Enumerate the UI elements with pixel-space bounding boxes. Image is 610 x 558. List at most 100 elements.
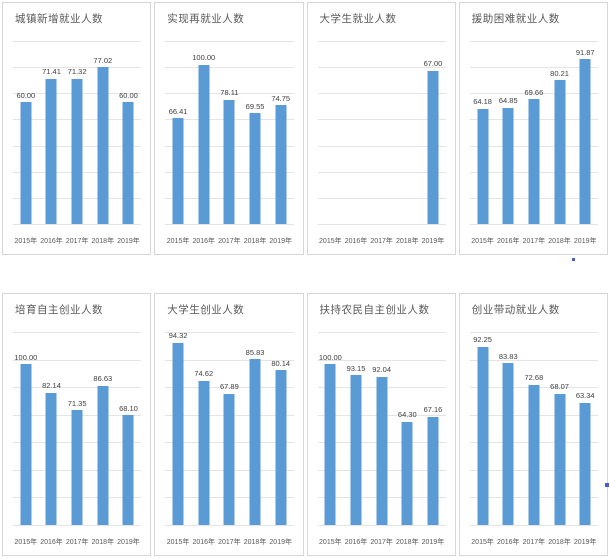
bar[interactable] (579, 59, 591, 224)
bar-chart-card[interactable]: 大学生就业人数 67.00 2015年 2016年 2017年 2018年 2019年 (306, 2, 456, 255)
bar[interactable] (528, 384, 540, 525)
bar-chart-card[interactable]: 实现再就业人数 66.41 100.00 78.11 69.55 74.75 2015年… (154, 2, 304, 255)
bar[interactable] (97, 67, 109, 224)
bar[interactable] (172, 118, 184, 224)
bar[interactable] (275, 105, 287, 224)
bar-data-label: 92.04 (372, 365, 392, 375)
stray-pixel-mark (572, 258, 575, 261)
x-axis-labels: 2015年 2016年 2017年 2018年 2019年 (13, 238, 141, 245)
gridline (165, 93, 294, 95)
bar-slot: 71.32 (64, 41, 90, 224)
bar-slot: 92.04 (369, 332, 395, 525)
x-axis-tick-label: 2018年 (243, 539, 267, 546)
bar-slot: 74.75 (268, 41, 294, 224)
bar-chart-card[interactable]: 创业带动就业人数 92.25 83.83 72.68 68.07 63.34 2015年… (458, 293, 608, 556)
x-axis-labels: 2015年 2016年 2017年 2018年 2019年 (318, 238, 446, 245)
bar[interactable] (45, 78, 57, 224)
bar-slot: 71.41 (39, 41, 65, 224)
bar-chart-card[interactable]: 援助困难就业人数 64.18 64.85 69.66 80.21 91.87 2015年… (458, 2, 608, 255)
bar[interactable] (324, 364, 336, 525)
chart-title: 实现再就业人数 (167, 13, 245, 25)
bar-data-label: 68.07 (550, 382, 569, 392)
x-axis-tick-label: 2017年 (522, 238, 546, 245)
bar-slot (343, 41, 369, 224)
bar-data-label: 64.85 (498, 96, 518, 106)
bar-data-label: 72.68 (524, 373, 544, 383)
bar[interactable] (427, 70, 439, 224)
bar[interactable] (477, 108, 489, 224)
bar[interactable] (528, 99, 540, 224)
bar[interactable] (223, 393, 235, 525)
bar[interactable] (122, 102, 134, 224)
bar-data-label: 85.83 (245, 347, 265, 357)
gridline (469, 93, 598, 95)
bar-data-label: 74.75 (271, 93, 291, 103)
bar[interactable] (198, 64, 210, 224)
bar[interactable] (275, 370, 287, 525)
bar-data-label: 60.00 (16, 90, 36, 100)
bar-slot: 74.62 (191, 332, 217, 525)
bar[interactable] (172, 342, 184, 525)
bar-data-label: 60.00 (119, 90, 138, 100)
bar-data-label: 66.41 (168, 106, 188, 116)
bar[interactable] (97, 385, 109, 525)
bar[interactable] (350, 375, 362, 525)
x-axis-tick-label: 2015年 (319, 539, 342, 546)
x-axis-tick-label: 2015年 (471, 539, 494, 546)
bar[interactable] (554, 80, 566, 224)
x-axis-tick-label: 2019年 (269, 539, 292, 546)
bar[interactable] (502, 107, 514, 224)
gridline (469, 41, 598, 42)
chart-title: 城镇新增就业人数 (15, 13, 103, 25)
bar-slot: 92.25 (470, 332, 496, 525)
bar[interactable] (401, 421, 413, 525)
bar[interactable] (20, 102, 32, 224)
bar[interactable] (45, 392, 57, 525)
bar[interactable] (122, 415, 134, 525)
bar-chart-card[interactable]: 培育自主创业人数 100.00 82.14 71.35 86.63 68.10 2015… (2, 293, 152, 556)
bar[interactable] (71, 410, 83, 525)
bar-slot: 100.00 (13, 332, 39, 525)
bar-slot: 82.14 (39, 332, 65, 525)
bar[interactable] (554, 393, 566, 525)
bar[interactable] (223, 99, 235, 224)
bar-slot: 67.00 (420, 41, 446, 224)
bar[interactable] (20, 364, 32, 525)
bar[interactable] (71, 78, 83, 224)
bar-chart-card[interactable]: 大学生创业人数 94.32 74.62 67.89 85.83 80.14 2015年 2… (154, 293, 304, 556)
bar[interactable] (198, 380, 210, 525)
bar-slot: 69.55 (242, 41, 268, 224)
gridline (317, 145, 446, 147)
x-axis-tick-label: 2019年 (421, 238, 445, 245)
gridline (13, 525, 142, 526)
plot-area: 60.00 71.41 71.32 77.02 60.00 (13, 41, 142, 225)
bar-slot: 68.10 (116, 332, 142, 525)
x-axis-tick-label: 2018年 (91, 238, 115, 245)
x-axis-tick-label: 2016年 (344, 539, 368, 546)
bar[interactable] (427, 416, 439, 525)
bar-chart-card[interactable]: 城镇新增就业人数 60.00 71.41 71.32 77.02 60.00 2015年… (2, 2, 152, 255)
bar[interactable] (249, 113, 261, 224)
bar[interactable] (502, 363, 514, 525)
gridline (317, 93, 446, 95)
bar[interactable] (249, 359, 261, 525)
plot-area: 94.32 74.62 67.89 85.83 80.14 (165, 332, 294, 526)
bar-slot: 60.00 (13, 41, 39, 224)
gridline (317, 332, 446, 333)
bar-data-label: 71.35 (67, 398, 87, 408)
bar-slot: 67.16 (420, 332, 446, 525)
bar[interactable] (477, 346, 489, 525)
x-axis-tick-label: 2015年 (471, 238, 494, 245)
gridline (165, 525, 294, 526)
bar-slot: 64.30 (394, 332, 420, 525)
bar[interactable] (579, 402, 591, 525)
bar-slot: 91.87 (572, 41, 598, 224)
bar-chart-card[interactable]: 扶持农民自主创业人数 100.00 93.15 92.04 64.30 67.16 20… (306, 293, 456, 556)
bar[interactable] (376, 376, 388, 525)
bar-slot: 93.15 (343, 332, 369, 525)
x-axis-tick-label: 2015年 (166, 539, 190, 546)
x-axis-tick-label: 2019年 (269, 238, 292, 245)
bar-data-label: 78.11 (220, 88, 239, 98)
bars-layer: 64.18 64.85 69.66 80.21 91.87 (470, 41, 598, 224)
